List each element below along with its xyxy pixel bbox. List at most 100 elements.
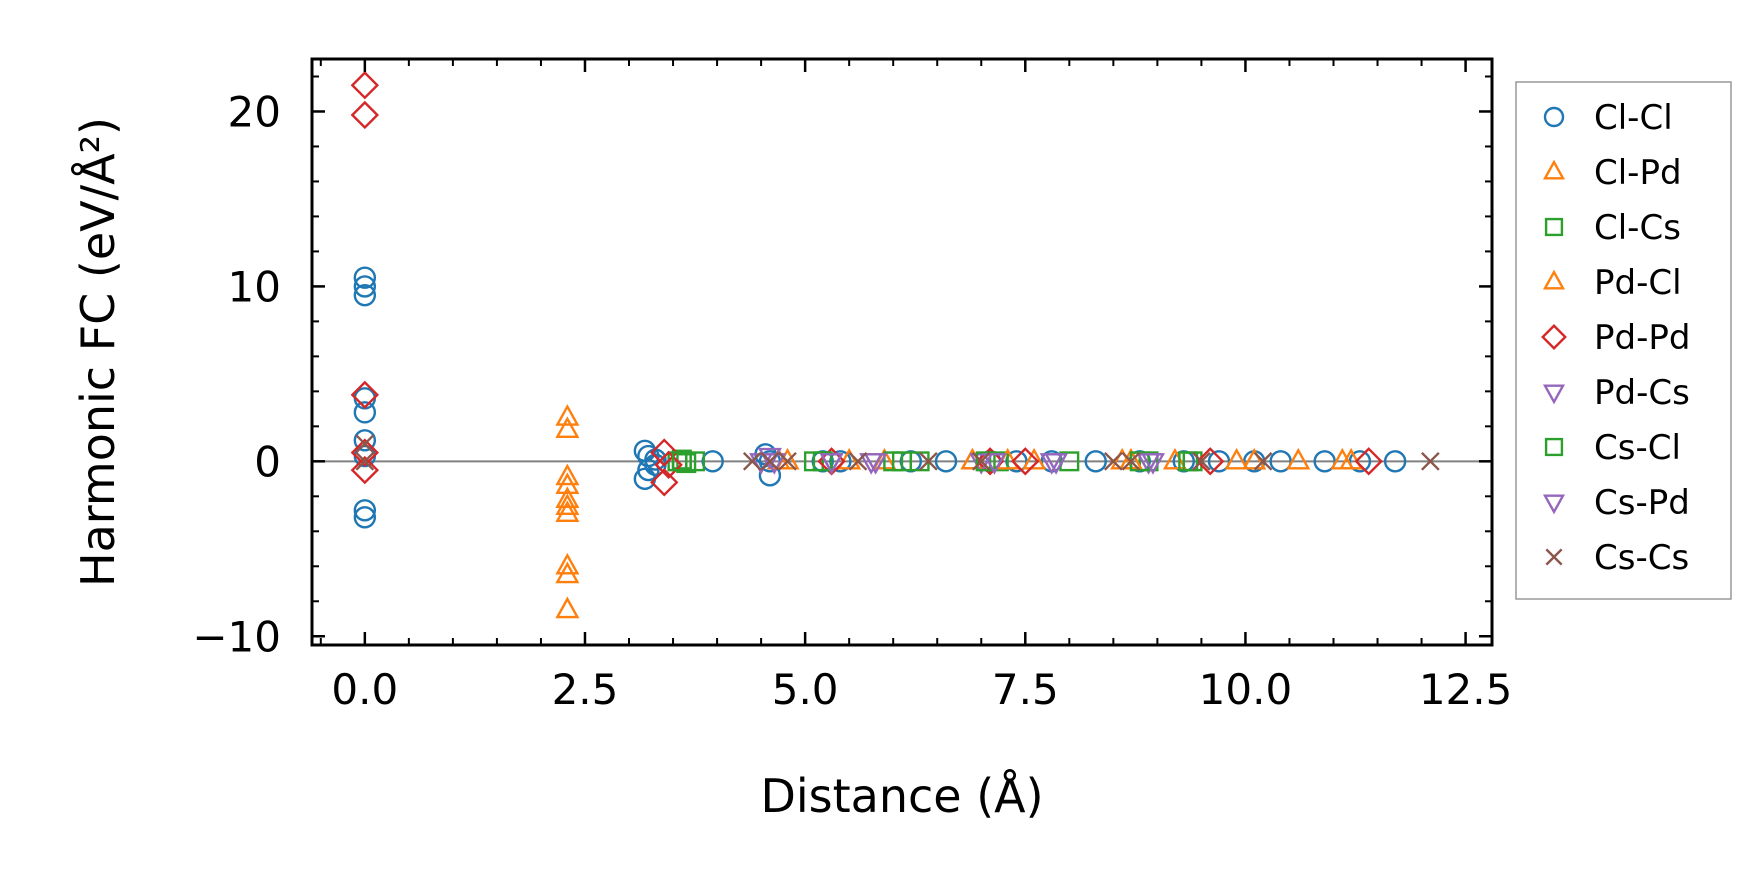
x-axis-label: Distance (Å) — [760, 769, 1043, 823]
point-cs-cs — [355, 451, 375, 471]
point-pd-pd — [350, 438, 380, 467]
point-pd-cl — [1224, 447, 1249, 470]
point-cl-cl — [1207, 450, 1231, 473]
point-cs-cl — [812, 451, 833, 472]
legend-label-cl-cl: Cl-Cl — [1594, 98, 1673, 138]
point-cl-cl — [1383, 450, 1407, 473]
point-cs-pd — [819, 453, 844, 475]
point-pd-pd — [350, 380, 380, 410]
legend-marker-cs-pd — [1542, 494, 1566, 515]
legend-label-cl-pd: Cl-Pd — [1594, 153, 1682, 193]
point-cl-pd — [555, 486, 580, 509]
legend-label-pd-pd: Pd-Pd — [1594, 318, 1690, 358]
point-cl-cl — [353, 429, 377, 452]
legend-label-pd-cs: Pd-Cs — [1594, 373, 1690, 413]
legend-marker-cs-cl — [1544, 437, 1564, 457]
point-cs-cl — [671, 451, 692, 472]
point-pd-pd — [975, 447, 1005, 476]
point-cl-pd — [555, 596, 580, 619]
point-cl-pd — [555, 416, 580, 439]
point-pd-pd — [350, 455, 380, 485]
point-cl-cs — [685, 451, 706, 472]
legend-label-cs-cs: Cs-Cs — [1594, 538, 1689, 578]
x-tick-label: 2.5 — [552, 665, 619, 714]
legend-marker-pd-cs — [1542, 384, 1566, 405]
legend-label-pd-cl: Pd-Cl — [1594, 263, 1682, 303]
y-tick-label: −10 — [192, 612, 281, 661]
point-cl-pd — [555, 552, 580, 575]
x-tick-label: 10.0 — [1199, 665, 1293, 714]
point-cs-pd — [1140, 453, 1166, 475]
point-cs-cs — [778, 451, 797, 471]
y-axis-label: Harmonic FC (eV/Å²) — [71, 117, 125, 587]
point-cl-cl — [1313, 450, 1336, 473]
point-cl-cl — [353, 401, 377, 424]
point-cl-cl — [1348, 450, 1372, 473]
legend: Cl-Cl Cl-Pd Cl-Cs Pd-Cl Pd-Pd Pd-Cs Cs-Cl Cs-Pd… — [1515, 81, 1732, 600]
legend-marker-pd-cl — [1542, 269, 1566, 290]
x-tick-label: 0.0 — [331, 665, 398, 714]
legend-marker-pd-pd — [1541, 324, 1567, 350]
point-cl-pd — [555, 500, 580, 523]
point-pd-pd — [350, 100, 380, 130]
point-cs-pd — [859, 453, 884, 475]
point-pd-pd — [1196, 447, 1225, 476]
point-cl-pd — [555, 404, 580, 426]
axis-ticks — [312, 59, 1492, 645]
legend-marker-cl-pd — [1542, 159, 1566, 180]
point-cs-cl — [1178, 451, 1199, 472]
point-cl-pd — [555, 472, 580, 495]
point-pd-cl — [1330, 447, 1355, 470]
point-cl-cl — [934, 450, 958, 473]
point-cs-cs — [919, 451, 938, 471]
legend-label-cl-cs: Cl-Cs — [1594, 208, 1681, 248]
point-cs-cs — [971, 451, 991, 471]
point-pd-cs — [749, 453, 774, 475]
point-cl-pd — [1022, 447, 1047, 470]
point-cs-cl — [892, 451, 913, 472]
legend-marker-cs-cs — [1545, 548, 1563, 566]
point-cs-cs — [760, 451, 780, 471]
legend-label-cs-cl: Cs-Cl — [1594, 428, 1681, 468]
point-cl-pd — [555, 463, 580, 486]
point-cs-pd — [982, 453, 1007, 475]
point-cl-cl — [1269, 450, 1292, 473]
point-cs-cs — [848, 451, 868, 471]
x-tick-label: 7.5 — [992, 665, 1059, 714]
point-cl-pd — [555, 561, 580, 584]
point-pd-cs — [757, 447, 782, 470]
point-cl-cl — [1084, 450, 1107, 473]
point-cl-pd — [1242, 447, 1267, 470]
point-cs-cs — [1192, 451, 1211, 471]
x-tick-label: 12.5 — [1419, 665, 1513, 714]
point-cl-cl — [353, 275, 377, 298]
point-cl-cs — [1059, 451, 1080, 472]
point-pd-pd — [350, 71, 380, 100]
legend-marker-cl-cs — [1544, 217, 1564, 237]
point-cl-cl — [353, 506, 377, 529]
point-pd-pd — [1354, 447, 1383, 476]
point-cl-pd — [555, 493, 580, 516]
data-points — [350, 71, 1440, 619]
point-pd-pd — [650, 438, 679, 467]
point-pd-cl — [837, 447, 862, 470]
point-cs-cs — [1103, 451, 1123, 471]
point-cs-cs — [1421, 451, 1440, 471]
point-cl-cl — [353, 499, 377, 522]
y-tick-label: 10 — [228, 262, 281, 311]
point-cs-cs — [1121, 451, 1141, 471]
point-cs-pd — [1044, 453, 1069, 475]
legend-marker-cl-cl — [1543, 106, 1565, 128]
plot-frame — [310, 57, 1494, 647]
point-cl-pd — [1286, 447, 1311, 470]
point-cs-cs — [742, 451, 762, 471]
x-tick-label: 5.0 — [772, 665, 839, 714]
point-pd-pd — [650, 468, 679, 497]
point-pd-pd — [1011, 447, 1040, 476]
point-cs-cs — [1253, 451, 1273, 471]
point-cs-cs — [355, 434, 375, 454]
point-cs-cl — [975, 451, 996, 472]
point-cl-cs — [988, 451, 1009, 472]
y-tick-label: 20 — [228, 87, 281, 136]
